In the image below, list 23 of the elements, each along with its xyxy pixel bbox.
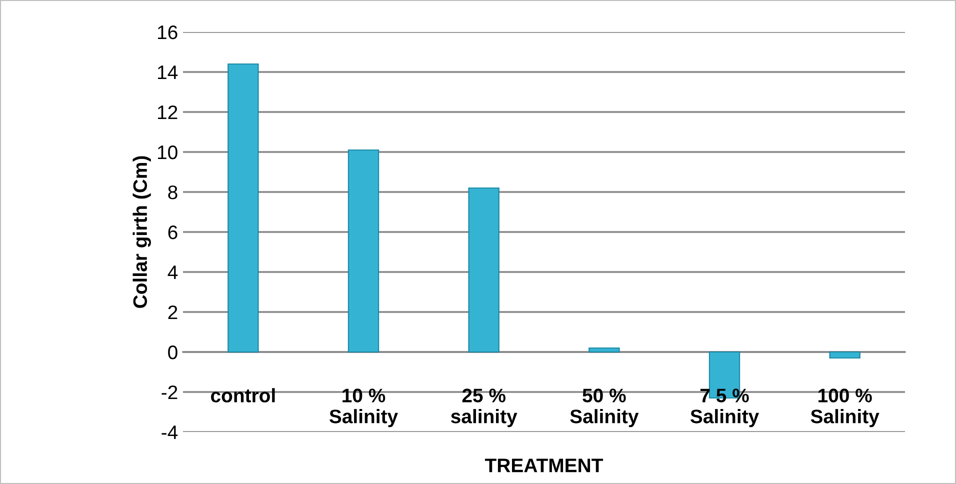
bar [348, 149, 380, 353]
y-tick-label: 6 [168, 225, 178, 240]
y-tick-label: 16 [158, 25, 178, 40]
y-tick-label: -4 [162, 426, 178, 440]
x-tick-label: 25 % salinity [451, 388, 518, 428]
bar [228, 63, 259, 353]
y-tick-label: 10 [158, 145, 178, 160]
y-tick-label: 2 [168, 305, 178, 320]
y-tick-label: 12 [158, 105, 178, 120]
x-tick-label: control [210, 388, 275, 402]
y-tick-label: -2 [162, 385, 178, 400]
bar [829, 351, 860, 359]
y-tick-label: 8 [168, 185, 178, 200]
x-tick-label: 100 % Salinity [810, 388, 880, 428]
bar [588, 347, 620, 353]
y-tick-label: 4 [168, 266, 178, 280]
x-axis-title: TREATMENT [484, 458, 604, 472]
y-axis-title: Collar girth (Cm) [132, 156, 151, 308]
y-tick-label: 0 [168, 345, 178, 360]
y-tick-label: 14 [158, 66, 178, 80]
x-tick-label: 10 % Salinity [329, 388, 398, 428]
x-tick-label: 50 % Salinity [570, 388, 639, 428]
bar [468, 187, 500, 353]
